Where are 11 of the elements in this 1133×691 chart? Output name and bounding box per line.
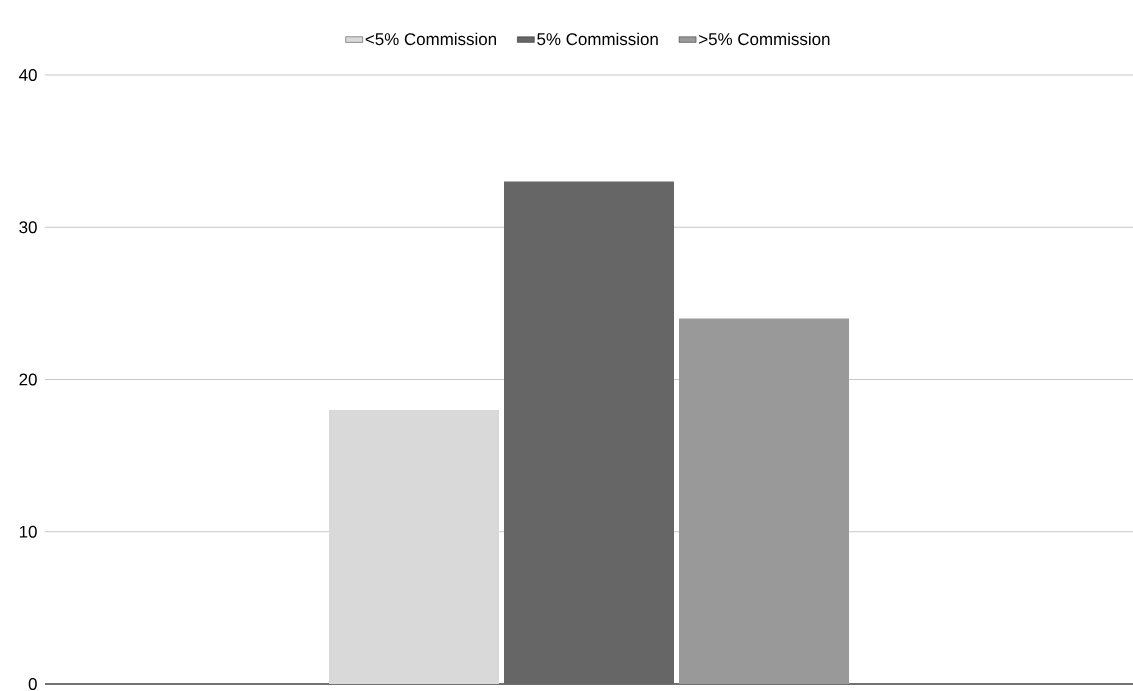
y-tick-label: 20 <box>19 373 37 386</box>
bar <box>504 181 674 684</box>
y-tick-label: 40 <box>19 69 37 81</box>
y-tick-label: 30 <box>19 221 37 234</box>
legend-label: >5% Commission <box>699 32 830 46</box>
bar <box>329 409 499 684</box>
y-tick-label: 10 <box>19 525 37 538</box>
legend-label: <5% Commission <box>365 32 496 46</box>
bar <box>679 318 850 684</box>
legend-label: 5% Commission <box>537 32 658 46</box>
y-tick-label: 0 <box>28 678 37 690</box>
